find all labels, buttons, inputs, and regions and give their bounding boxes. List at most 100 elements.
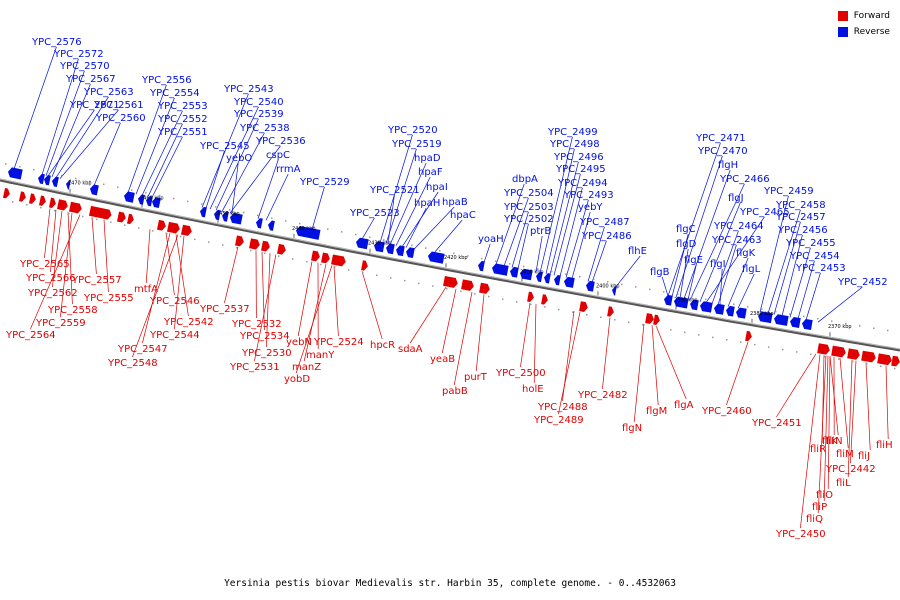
forward-gene-label: fliO xyxy=(816,490,833,501)
forward-gene-arrow xyxy=(861,350,876,363)
forward-leader-line xyxy=(50,209,57,273)
forward-gene-label: yobD xyxy=(284,374,310,385)
forward-gene-label: YPC_2450 xyxy=(775,529,826,540)
reverse-gene-label: hpaC xyxy=(450,210,476,221)
reverse-gene-arrow xyxy=(492,263,509,276)
reverse-gene-label: YPC_2504 xyxy=(503,188,554,199)
guide-dot xyxy=(215,206,217,208)
guide-dot xyxy=(341,231,343,233)
forward-gene-label: yebN xyxy=(286,337,312,348)
forward-leader-line xyxy=(865,362,871,451)
guide-dot xyxy=(572,311,574,313)
forward-gene-arrow xyxy=(831,345,846,358)
reverse-leader-line xyxy=(395,176,431,246)
reverse-leader-line xyxy=(591,240,607,283)
reverse-leader-line xyxy=(495,183,525,265)
reverse-gene-label: YPC_2571 xyxy=(69,100,120,111)
forward-gene-arrow xyxy=(181,224,192,236)
reverse-gene-label: dbpA xyxy=(512,174,538,185)
reverse-gene-label: YPC_2487 xyxy=(579,217,630,228)
scale-ticks: 2470 kbp 2460 kbp 2450 kbp 2440 kbp 2430 kbp… xyxy=(68,181,852,337)
reverse-gene-label: YPC_2494 xyxy=(557,178,608,189)
scale-tick-label: 2440 kbp xyxy=(292,226,316,232)
reverse-gene-arrow xyxy=(65,179,71,190)
reverse-leader-line xyxy=(711,230,739,304)
guide-dot xyxy=(348,269,350,271)
reverse-gene-label: YPC_2554 xyxy=(149,88,200,99)
forward-gene-label: fliK xyxy=(822,436,838,447)
reverse-gene-arrow xyxy=(757,311,773,324)
reverse-gene-label: YPC_2553 xyxy=(157,101,208,112)
reverse-leader-line xyxy=(517,223,529,269)
label-leader-lines xyxy=(13,46,889,529)
forward-leader-line xyxy=(602,317,611,390)
forward-gene-label: YPC_2537 xyxy=(199,304,250,315)
forward-leader-line xyxy=(297,261,313,337)
guide-dot xyxy=(369,236,371,238)
forward-gene-arrow xyxy=(235,235,244,247)
forward-leader-line xyxy=(44,208,51,259)
guide-dot xyxy=(537,268,539,270)
reverse-leader-line xyxy=(615,255,641,287)
reverse-gene-label: YPC_2545 xyxy=(199,141,250,152)
forward-gene-label: flgM xyxy=(646,406,667,417)
legend-forward: Forward xyxy=(837,8,890,24)
reverse-gene-label: YPC_2538 xyxy=(239,123,290,134)
forward-gene-label: holE xyxy=(522,384,544,395)
reverse-leader-line xyxy=(699,202,741,302)
reverse-leader-line xyxy=(805,272,821,321)
reverse-leader-line xyxy=(571,211,591,279)
reverse-gene-label: YPC_2464 xyxy=(713,221,764,232)
forward-gene-arrow xyxy=(56,199,68,211)
guide-dot xyxy=(306,260,308,263)
reverse-gene-arrow xyxy=(43,174,51,186)
reverse-gene-label: YPC_2452 xyxy=(837,277,888,288)
guide-dot xyxy=(845,322,847,325)
forward-gene-arrow xyxy=(461,279,474,291)
guide-dot xyxy=(285,220,287,222)
reverse-leader-line xyxy=(205,150,225,209)
guide-dot xyxy=(257,214,259,217)
forward-leader-line xyxy=(224,246,239,304)
scale-tick-label: 2420 kbp xyxy=(444,255,468,261)
forward-gene-label: YPC_2544 xyxy=(149,330,200,341)
reverse-gene-label: YPC_2567 xyxy=(65,74,116,85)
guide-dot xyxy=(278,255,280,257)
reverse-gene-arrow xyxy=(38,173,45,185)
reverse-gene-label: ptrB xyxy=(530,226,551,237)
reverse-gene-arrow xyxy=(146,195,153,207)
reverse-gene-arrow xyxy=(373,241,385,253)
forward-gene-label: flgA xyxy=(674,400,694,411)
forward-leader-line xyxy=(850,360,857,464)
reverse-leader-line xyxy=(45,70,85,176)
guide-dot xyxy=(110,221,112,223)
reverse-gene-label: YPC_2560 xyxy=(95,113,146,124)
guide-dot xyxy=(376,274,378,276)
forward-gene-label: YPC_2534 xyxy=(239,331,290,342)
legend: Forward Reverse xyxy=(837,8,890,40)
forward-leader-line xyxy=(655,325,687,400)
reverse-gene-label: YPC_2465 xyxy=(739,207,790,218)
forward-gene-arrow xyxy=(653,314,660,325)
forward-gene-arrow xyxy=(745,330,752,342)
forward-gene-label: yeaB xyxy=(430,354,455,365)
forward-gene-label: YPC_2488 xyxy=(537,402,588,413)
forward-gene-arrow xyxy=(817,343,830,355)
reverse-gene-arrow xyxy=(554,275,561,286)
reverse-leader-line xyxy=(705,216,765,303)
scale-tick-label: 2430 kbp xyxy=(368,241,392,247)
reverse-gene-arrow xyxy=(664,294,673,306)
guide-dot xyxy=(5,163,7,165)
reverse-leader-line xyxy=(737,273,755,309)
reverse-leader-line xyxy=(559,187,583,277)
forward-gene-arrow xyxy=(261,240,270,252)
reverse-gene-arrow xyxy=(124,191,135,203)
reverse-gene-label: yebO xyxy=(226,153,252,164)
forward-leader-line xyxy=(261,251,265,331)
forward-leader-line xyxy=(776,353,817,418)
guide-dot xyxy=(768,346,770,348)
forward-leader-line xyxy=(409,287,447,344)
forward-gene-label: fliH xyxy=(876,440,893,451)
scale-tick-label: 2470 kbp xyxy=(68,181,92,187)
reverse-leader-line xyxy=(727,257,749,307)
